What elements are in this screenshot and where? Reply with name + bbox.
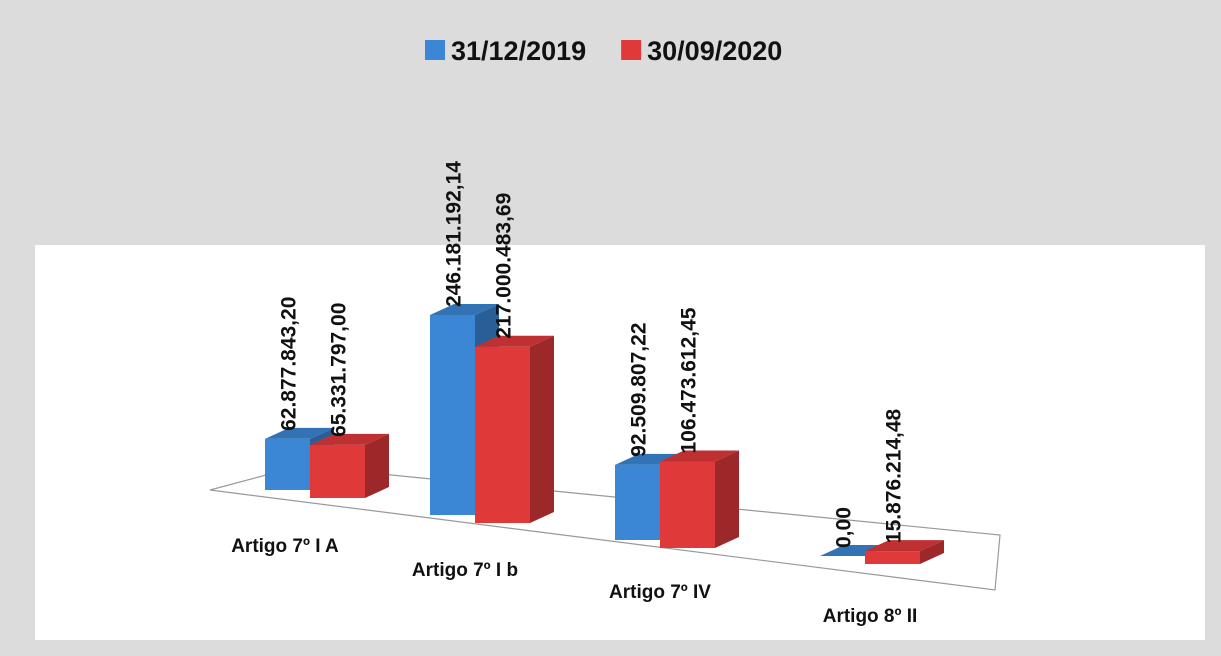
value-label: 15.876.214,48: [883, 408, 906, 543]
bar-3d: [865, 540, 944, 564]
bar: [310, 444, 365, 498]
bar-side: [715, 450, 739, 548]
bar: [475, 346, 530, 523]
legend-label: 31/12/2019: [451, 36, 586, 66]
bar-top: [475, 335, 554, 347]
bar-3d: [310, 433, 389, 498]
bar-side: [365, 433, 389, 498]
bar-side: [530, 335, 554, 523]
bar-top: [310, 433, 389, 445]
bar: [615, 464, 660, 540]
legend-swatch: [621, 40, 642, 60]
x-tick-label: Artigo 7º I b: [412, 560, 518, 581]
x-tick-label: Artigo 8º II: [823, 606, 918, 627]
legend-label: 30/09/2020: [647, 36, 782, 66]
legend: 31/12/2019 30/09/2020: [425, 36, 782, 66]
bar-top: [820, 545, 889, 556]
value-label: 65.331.797,00: [328, 303, 351, 437]
bar: [660, 461, 715, 548]
bar-3d: [820, 545, 889, 557]
bar-top: [865, 540, 944, 552]
value-label: 106.473.612,45: [678, 307, 701, 453]
bar-top: [615, 453, 684, 465]
plot-area: [35, 245, 1205, 640]
legend-swatch: [425, 40, 445, 60]
bar-top: [430, 304, 499, 315]
bar-side: [920, 540, 944, 564]
bar-3d: [475, 335, 554, 523]
value-label: 62.877.843,20: [278, 297, 301, 431]
bar-3d: [660, 450, 739, 548]
value-label: 92.509.807,22: [628, 323, 651, 457]
x-tick-label: Artigo 7º I A: [231, 536, 339, 557]
bar-top: [265, 427, 334, 439]
x-tick-label: Artigo 7º IV: [609, 582, 711, 603]
value-label: 246.181.192,14: [443, 161, 466, 307]
bar-top: [660, 450, 739, 462]
bar: [430, 315, 475, 515]
bar: [265, 438, 310, 490]
value-label: 0,00: [833, 507, 856, 548]
value-label: 217.000.483,69: [493, 193, 516, 339]
bar: [865, 551, 920, 564]
